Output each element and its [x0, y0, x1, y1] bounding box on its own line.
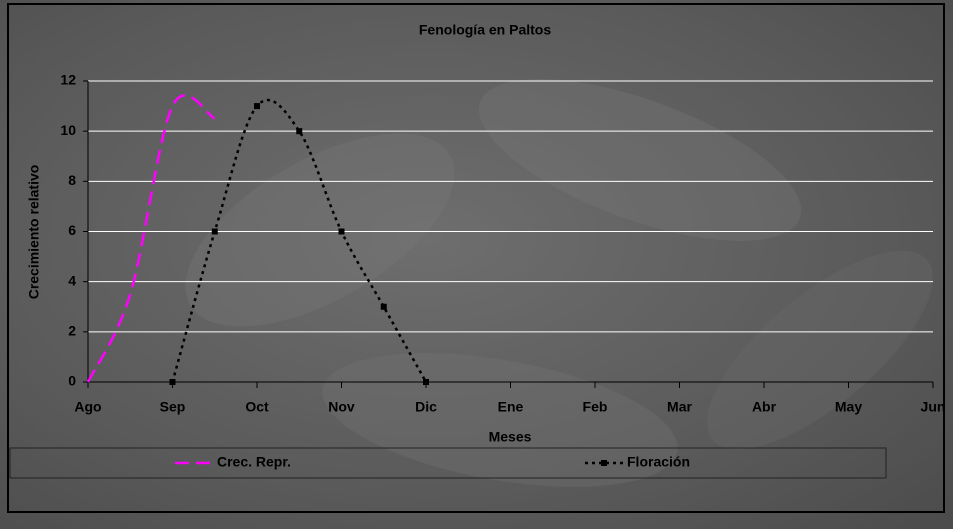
x-axis-label: Meses	[489, 429, 532, 445]
x-tick-label: Ene	[498, 399, 524, 415]
x-tick-label: Nov	[328, 399, 355, 415]
chart: Fenología en Paltos Meses Crecimiento re…	[0, 0, 953, 529]
x-tick-label: May	[835, 399, 862, 415]
y-tick-label: 4	[68, 272, 76, 288]
legend-label: Crec. Repr.	[217, 454, 291, 470]
marker	[423, 379, 429, 385]
y-tick-label: 2	[68, 323, 76, 339]
legend-marker	[601, 460, 607, 466]
x-tick-label: Jun	[921, 399, 946, 415]
x-tick-label: Sep	[160, 399, 186, 415]
x-tick-label: Feb	[583, 399, 608, 415]
y-tick-label: 10	[60, 122, 76, 138]
x-tick-label: Ago	[74, 399, 101, 415]
y-tick-label: 12	[60, 72, 76, 88]
marker	[381, 304, 387, 310]
marker	[296, 128, 302, 134]
x-tick-label: Abr	[752, 399, 777, 415]
y-axis-label: Crecimiento relativo	[26, 165, 42, 300]
marker	[339, 229, 345, 235]
x-tick-label: Mar	[667, 399, 692, 415]
marker	[212, 229, 218, 235]
legend-label: Floración	[627, 454, 690, 470]
x-tick-label: Oct	[245, 399, 269, 415]
y-tick-label: 8	[68, 172, 76, 188]
chart-title: Fenología en Paltos	[419, 22, 551, 38]
marker	[254, 103, 260, 109]
y-tick-label: 6	[68, 222, 76, 238]
marker	[170, 379, 176, 385]
x-tick-label: Dic	[415, 399, 437, 415]
y-tick-label: 0	[68, 373, 76, 389]
